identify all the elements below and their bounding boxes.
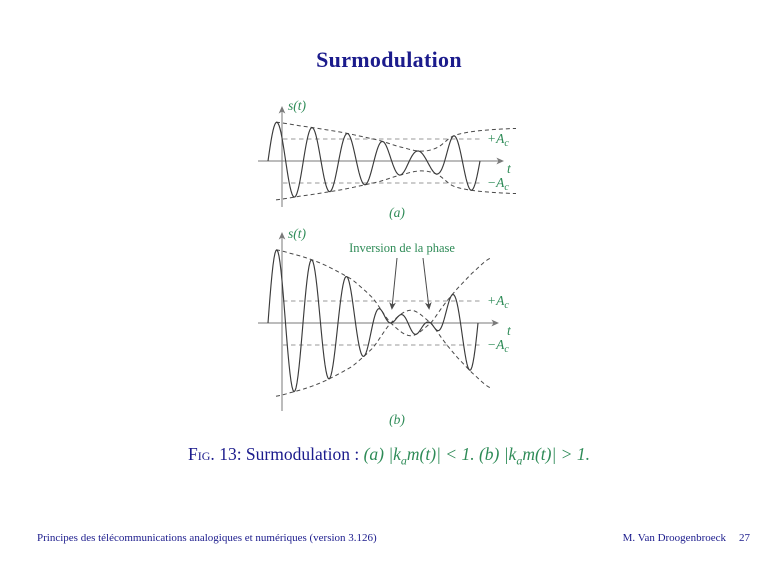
phase-inversion-arrow-left	[389, 257, 398, 310]
phase-inversion-arrow-right	[422, 257, 432, 310]
y-axis-label: s(t)	[288, 226, 307, 241]
lower-envelope-curve	[275, 170, 517, 201]
x-axis-label: t	[507, 161, 512, 176]
plus-ac-label: +Ac	[487, 293, 509, 311]
page-number: 27	[739, 532, 750, 544]
plus-ac-label: +Ac	[487, 131, 509, 149]
footer-author: M. Van Droogenbroeck	[622, 532, 726, 544]
upper-envelope-curve	[275, 121, 517, 152]
am-signal-waveform	[267, 249, 479, 393]
figure-caption: Fig. 13: Surmodulation : (a) |kam(t)| < …	[0, 444, 778, 469]
am-signal-waveform	[267, 121, 481, 198]
figure-a: s(t) t +Ac −Ac (a)	[258, 98, 517, 220]
footer-course-title: Principes des télécommunications analogi…	[37, 532, 377, 544]
caption-math: (a) |kam(t)| < 1. (b) |kam(t)| > 1.	[363, 444, 590, 468]
minus-ac-label: −Ac	[487, 337, 509, 355]
minus-ac-label: −Ac	[487, 175, 509, 193]
footer-author-page: M. Van Droogenbroeck 27	[623, 532, 750, 544]
phase-inversion-label: Inversion de la phase	[349, 241, 455, 255]
x-axis-label: t	[507, 323, 512, 338]
slide-title: Surmodulation	[316, 47, 462, 72]
caption-fig-tag: Fig.	[188, 444, 215, 464]
lower-envelope-curve	[275, 309, 493, 397]
caption-text: Fig. 13: Surmodulation :	[188, 444, 364, 464]
figure-b: Inversion de la phase s(t) t +Ac −Ac (b)	[258, 226, 512, 427]
caption-fig-number: 13: Surmodulation :	[214, 444, 364, 464]
subfigure-a-label: (a)	[389, 205, 405, 220]
footer: Principes des télécommunications analogi…	[37, 532, 750, 544]
subfigure-b-label: (b)	[389, 412, 405, 427]
y-axis-label: s(t)	[288, 98, 307, 113]
